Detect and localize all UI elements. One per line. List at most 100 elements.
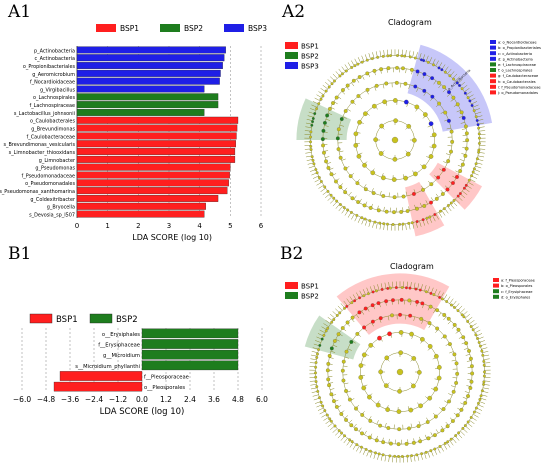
tree-node	[472, 410, 476, 414]
tree-leaf-branch	[305, 122, 313, 125]
tree-node	[317, 176, 321, 180]
tree-node	[446, 316, 451, 321]
tree-node	[386, 66, 391, 71]
tree-branch	[326, 162, 332, 165]
tree-node	[386, 426, 391, 430]
tree-node	[425, 216, 429, 220]
tree-branch	[430, 432, 433, 437]
tree-branch	[405, 191, 408, 197]
key-swatch	[490, 56, 496, 61]
key-swatch	[490, 90, 496, 95]
tree-node	[355, 213, 359, 217]
tree-branch	[346, 86, 350, 91]
bar-label: f__Pleosporaceae	[144, 375, 189, 381]
tree-branch	[387, 315, 390, 321]
bar-p-actinobacteria	[76, 46, 226, 54]
tree-leaf-branch	[425, 218, 429, 225]
tree-node	[421, 164, 427, 170]
tree-branch	[459, 159, 465, 161]
tree-node	[477, 341, 481, 344]
tree-node	[341, 359, 346, 364]
tree-node	[401, 66, 405, 71]
tree-node	[350, 440, 354, 444]
tree-node	[394, 286, 398, 290]
tree-leaf-branch	[344, 64, 349, 70]
tree-node	[310, 123, 314, 127]
tree-leaf-branch	[413, 282, 416, 289]
tree-node	[338, 311, 342, 315]
tree-node	[398, 222, 402, 226]
tree-leaf-branch	[419, 53, 422, 60]
tree-leaf-branch	[332, 428, 338, 433]
bar-label: f__Erysiphaceae	[98, 343, 140, 349]
tree-leaf-branch	[305, 126, 312, 128]
tree-node	[430, 94, 435, 99]
tree-node	[341, 72, 344, 76]
tree-leaf-branch	[310, 387, 318, 390]
tree-node	[357, 119, 362, 125]
tree-branch	[344, 356, 350, 359]
tree-leaf-branch	[327, 196, 333, 201]
tree-node	[474, 406, 478, 410]
tree-node	[414, 287, 418, 291]
tree-node	[379, 123, 384, 129]
tree-branch	[339, 124, 345, 127]
tree-node	[418, 439, 423, 444]
tree-node	[403, 54, 407, 58]
tree-leaf-branch	[314, 178, 321, 183]
tree-node	[338, 155, 343, 160]
tree-node	[368, 219, 372, 223]
tree-branch	[327, 112, 333, 116]
tree-node	[451, 95, 456, 100]
tree-node	[309, 140, 312, 144]
clade-highlight-bsp1	[336, 273, 450, 335]
tree-node	[329, 392, 334, 397]
tree-leaf-branch	[478, 130, 486, 132]
key-label: c: f_Erysiphaceae	[501, 290, 533, 294]
bar-label: s_Pseudomonas_xanthomarina	[0, 189, 75, 195]
tree-node	[456, 309, 460, 313]
tree-leaf-branch	[435, 213, 439, 220]
tree-node	[480, 349, 484, 353]
tree-leaf-branch	[383, 50, 385, 57]
tree-leaf-branch	[337, 305, 343, 311]
tree-node	[381, 54, 385, 58]
bar-label: g__Microidium	[103, 353, 140, 359]
tree-node	[460, 313, 464, 317]
tree-node	[370, 319, 375, 324]
tree-leaf-branch	[471, 101, 478, 105]
tree-node	[372, 103, 377, 109]
tree-node	[408, 55, 412, 59]
tree-node	[377, 452, 381, 456]
tree-leaf-branch	[437, 290, 441, 297]
x-tick-label: 1	[105, 222, 109, 230]
tree-node	[443, 110, 448, 115]
tree-node	[389, 54, 392, 58]
tree-node	[416, 424, 421, 429]
tree-node	[437, 365, 442, 370]
legend-label-bsp2: BSP2	[184, 24, 203, 33]
tree-node	[471, 170, 475, 174]
tree-leaf-branch	[483, 380, 491, 382]
tree-node	[343, 190, 348, 195]
tree-node	[313, 112, 317, 116]
bar-label: f_Nocardioidaceae	[30, 80, 75, 86]
tree-leaf-branch	[457, 433, 463, 439]
tree-node	[325, 113, 330, 118]
tree-branch	[435, 193, 439, 198]
tree-leaf-branch	[441, 210, 446, 216]
tree-node	[367, 435, 372, 440]
tree-node	[314, 365, 318, 369]
x-tick-label: 2	[136, 222, 140, 230]
tree-node	[469, 379, 474, 384]
tree-node	[422, 204, 427, 208]
tree-node	[391, 177, 397, 182]
tree-leaf-branch	[455, 198, 460, 204]
tree-node	[452, 199, 456, 202]
tree-node	[446, 118, 451, 123]
tree-branch	[384, 422, 387, 428]
tree-node	[312, 162, 316, 166]
tree-node	[344, 349, 349, 354]
tree-node	[417, 370, 422, 375]
tree-node	[458, 192, 462, 195]
